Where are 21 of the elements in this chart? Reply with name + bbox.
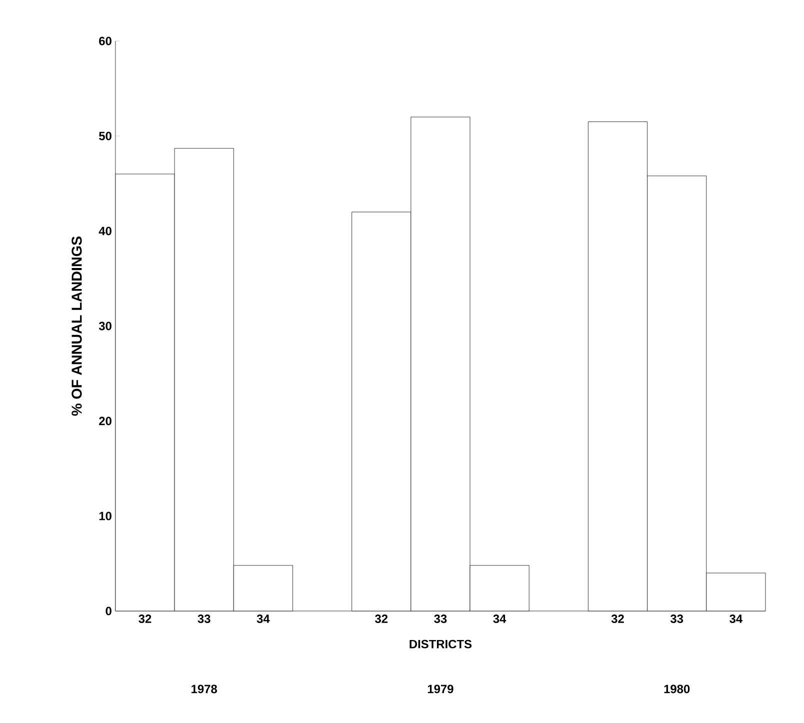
x-tick-label: 34 (493, 614, 506, 624)
x-tick-label: 33 (434, 614, 447, 624)
y-axis-title: % OF ANNUAL LANDINGS (72, 236, 82, 416)
text: 1978 (192, 684, 218, 694)
x-tick-label: 32 (611, 614, 624, 624)
x-tick-label: 32 (375, 614, 388, 624)
x-tick-label: 33 (670, 614, 684, 624)
x-tick-label: 34 (730, 614, 742, 624)
text: 1980 (664, 684, 690, 694)
x-axis-title: DISTRICTS (410, 640, 472, 648)
y-tick-label: 0 (106, 606, 112, 616)
y-tick-label: 40 (98, 226, 112, 236)
y-tick-label: 30 (98, 322, 112, 330)
y-tick-label: 20 (99, 416, 112, 426)
y-tick-label: 60 (99, 36, 112, 46)
y-tick-label: 10 (99, 512, 112, 520)
x-tick-label: 32 (138, 614, 152, 624)
text: 1979 (428, 684, 454, 694)
x-tick-label: 34 (256, 614, 270, 624)
x-tick-label: 33 (198, 614, 210, 624)
y-tick-label: 50 (99, 132, 112, 140)
